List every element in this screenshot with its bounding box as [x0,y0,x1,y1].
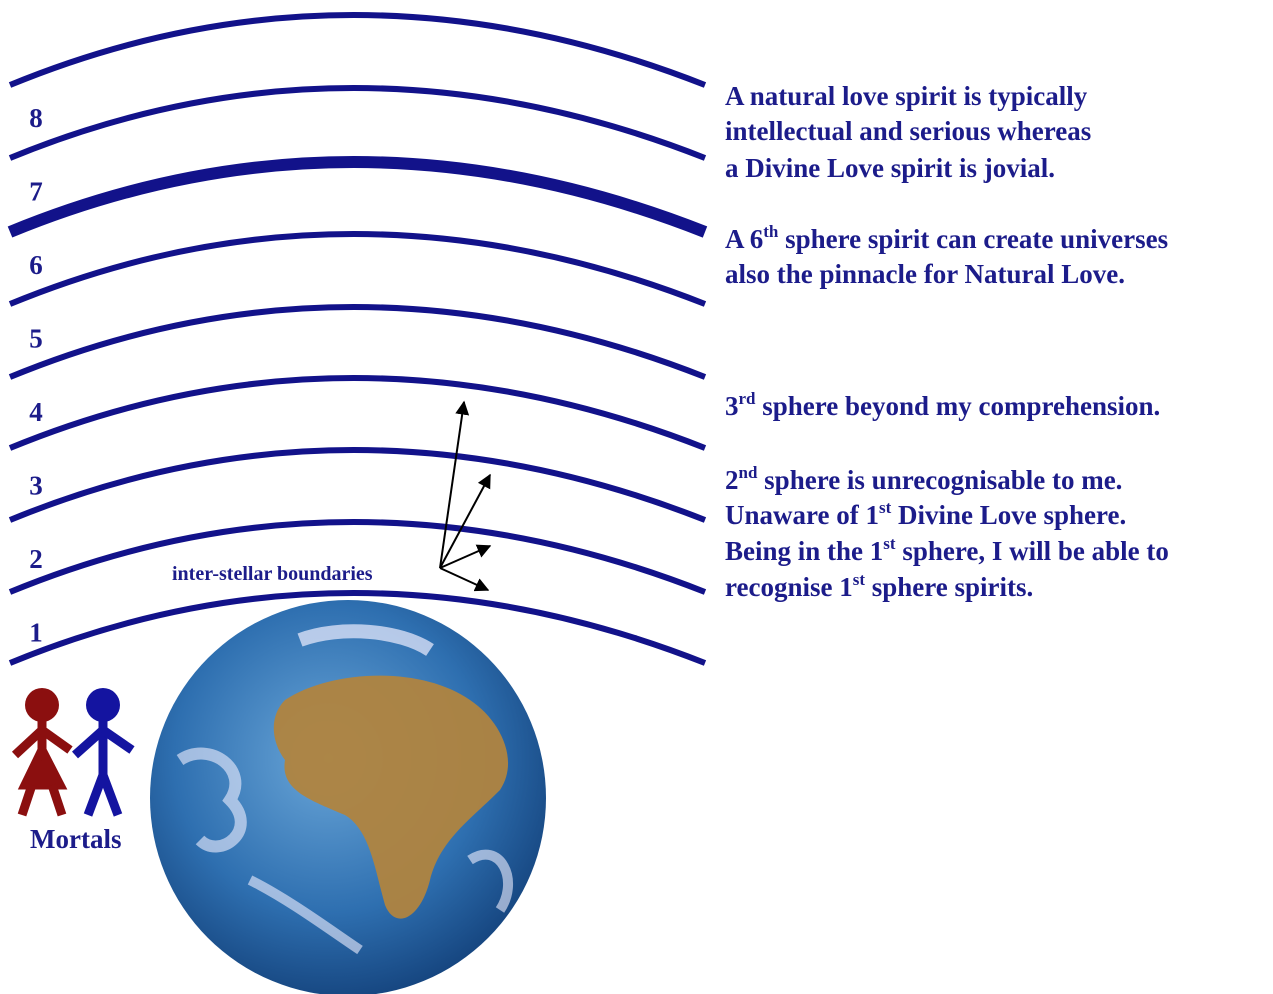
boundary-arc [10,307,705,377]
sphere-number: 5 [29,324,43,354]
note-text: sphere spirit can create universes [778,224,1168,254]
note-line: A natural love spirit is typically [725,81,1088,111]
earth [150,600,546,994]
note-text: Being in the 1 [725,536,883,566]
sphere-number: 1 [29,618,43,648]
superscript: nd [739,463,758,482]
mortals-label: Mortals [30,824,121,854]
note-text: sphere spirits. [865,572,1033,602]
note-text: 3 [725,391,739,421]
note-line: Being in the 1st sphere, I will be able … [725,534,1169,566]
note-text: A 6 [725,224,763,254]
superscript: st [883,534,896,553]
note-line: A 6th sphere spirit can create universes [725,222,1168,254]
boundary-arc [10,450,705,520]
note-text: sphere, I will be able to [896,536,1169,566]
superscript: rd [739,389,757,408]
boundary-arrows [440,402,490,590]
sphere-number: 6 [29,250,43,280]
boundary-label: inter-stellar boundaries [172,563,373,585]
note-line: 3rd sphere beyond my comprehension. [725,389,1160,421]
boundary-arc [10,88,705,158]
sphere-number: 8 [29,103,43,133]
sphere-number: 4 [29,397,43,427]
female-figure [15,688,70,815]
superscript: st [853,570,866,589]
note-text: Unaware of 1 [725,500,879,530]
note-line: Unaware of 1st Divine Love sphere. [725,498,1126,530]
sphere-number: 7 [29,177,43,207]
note-line: 2nd sphere is unrecognisable to me. [725,463,1122,495]
superscript: th [763,222,779,241]
sphere-number: 3 [29,471,43,501]
note-line: recognise 1st sphere spirits. [725,570,1033,602]
note-text: also the pinnacle for Natural Love. [725,259,1125,289]
superscript: st [879,498,892,517]
note-text: 2 [725,465,739,495]
diagram: Mortals inter-stellar boundaries 8 7 6 5 4 3 2… [0,0,1273,994]
note-text: sphere is unrecognisable to me. [757,465,1122,495]
note-line: also the pinnacle for Natural Love. [725,259,1125,289]
note-line: a Divine Love spirit is jovial. [725,153,1055,183]
note-text: Divine Love sphere. [891,500,1126,530]
note-line: intellectual and serious whereas [725,116,1091,146]
boundary-arc [10,378,705,448]
note-text: intellectual and serious whereas [725,116,1091,146]
sphere-labels: 8 7 6 5 4 3 2 1 [29,103,43,648]
boundary-arc [10,234,705,304]
male-figure [75,688,132,815]
note-text: recognise 1 [725,572,853,602]
sphere-number: 2 [29,544,43,574]
boundary-arc [10,15,705,85]
notes: A natural love spirit is typically intell… [725,81,1169,602]
note-text: sphere beyond my comprehension. [756,391,1161,421]
note-text: A natural love spirit is typically [725,81,1088,111]
boundary-arc [10,162,705,232]
note-text: a Divine Love spirit is jovial. [725,153,1055,183]
